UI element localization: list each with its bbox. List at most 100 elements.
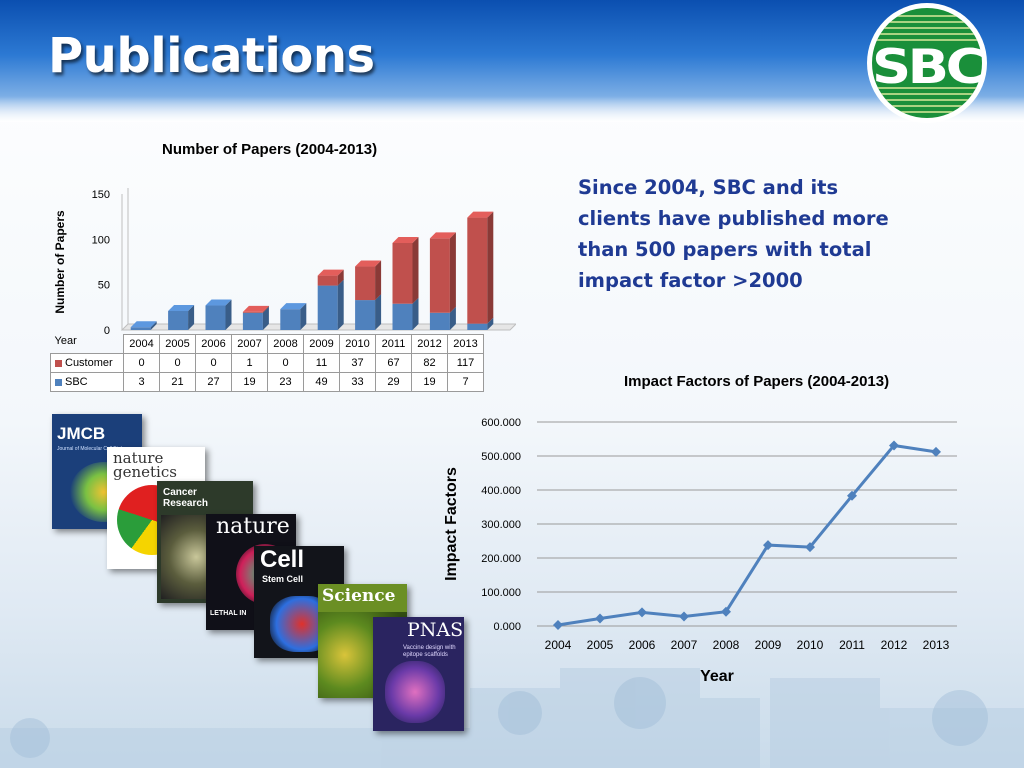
impact-factor-point bbox=[637, 607, 647, 618]
table-year-cell: 2006 bbox=[195, 334, 232, 354]
legend-customer-label: Customer bbox=[65, 357, 113, 369]
year-axis-label: Year bbox=[54, 334, 77, 347]
bar-sbc-side bbox=[337, 279, 344, 330]
table-sbc-value: 23 bbox=[267, 372, 304, 392]
impact-factor-point bbox=[763, 540, 773, 551]
cover-pnas-subtitle: Vaccine design with epitope scaffolds bbox=[403, 645, 456, 658]
table-customer-value: 0 bbox=[195, 353, 232, 373]
bar-sbc bbox=[467, 323, 488, 330]
cover-nature-subtitle: LETHAL IN bbox=[210, 610, 247, 617]
table-row-customer: Customer 0 0 0 1 0 11 37 67 82 117 bbox=[50, 353, 484, 373]
line-x-tick-label: 2012 bbox=[881, 638, 908, 652]
table-customer-value: 1 bbox=[231, 353, 268, 373]
line-y-tick-label: 300.000 bbox=[481, 519, 521, 531]
line-chart-title: Impact Factors of Papers (2004-2013) bbox=[624, 373, 890, 390]
table-customer-value: 0 bbox=[159, 353, 196, 373]
table-row-years: Year 2004 2005 2006 2007 2008 2009 2010 2011 201… bbox=[51, 334, 484, 354]
legend-sbc: SBC bbox=[50, 372, 124, 392]
bar-customer bbox=[392, 242, 413, 304]
table-row-sbc: SBC 3 21 27 19 23 49 33 29 19 7 bbox=[50, 372, 484, 392]
bar-customer bbox=[355, 266, 376, 301]
table-sbc-value: 19 bbox=[411, 372, 448, 392]
bar-chart-title: Number of Papers (2004-2013) bbox=[162, 141, 378, 158]
line-y-tick-label: 100.000 bbox=[481, 587, 521, 599]
background-buildings bbox=[0, 668, 1024, 768]
line-y-tick-label: 500.000 bbox=[481, 451, 521, 463]
bar-y-axis-label: Number of Papers bbox=[53, 210, 67, 314]
sbc-logo: SBC bbox=[867, 3, 987, 123]
table-sbc-value: 29 bbox=[375, 372, 412, 392]
sbc-swatch bbox=[55, 378, 62, 386]
bar-customer-side bbox=[412, 236, 419, 304]
bar-top bbox=[168, 304, 195, 311]
table-year-cell: 2008 bbox=[267, 334, 304, 354]
bar-sbc bbox=[280, 309, 301, 330]
table-sbc-value: 7 bbox=[447, 372, 484, 392]
cover-pnas-title: PNAS bbox=[407, 619, 464, 641]
cover-cell-subtitle: Stem Cell bbox=[262, 574, 304, 584]
bar-customer bbox=[467, 217, 488, 324]
line-x-tick-label: 2007 bbox=[671, 638, 698, 652]
bar-top bbox=[242, 305, 269, 312]
table-year-cell: 2013 bbox=[447, 334, 484, 354]
bar-y-tick-label: 150 bbox=[92, 189, 110, 201]
table-sbc-value: 19 bbox=[231, 372, 268, 392]
bar-sbc-side bbox=[300, 303, 307, 330]
bar-sbc-side bbox=[487, 317, 494, 330]
line-y-tick-label: 0.000 bbox=[493, 621, 521, 633]
table-sbc-value: 3 bbox=[123, 372, 160, 392]
data-table: Year 2004 2005 2006 2007 2008 2009 2010 2011 201… bbox=[50, 334, 484, 392]
bar-customer bbox=[317, 275, 338, 286]
legend-sbc-label: SBC bbox=[65, 376, 88, 388]
table-sbc-value: 21 bbox=[159, 372, 196, 392]
bar-sbc-side bbox=[375, 294, 382, 330]
line-x-tick-label: 2008 bbox=[713, 638, 740, 652]
cover-jmcb-subtitle: Journal of Molecular Cell Biology bbox=[57, 446, 130, 452]
table-sbc-value: 49 bbox=[303, 372, 340, 392]
impact-factor-point bbox=[889, 440, 899, 451]
impact-factor-point bbox=[847, 490, 857, 501]
bar-sbc bbox=[205, 305, 226, 330]
bar-top bbox=[467, 211, 494, 218]
line-y-tick-label: 200.000 bbox=[481, 553, 521, 565]
bar-sbc-side bbox=[225, 299, 232, 330]
impact-factor-point bbox=[721, 606, 731, 617]
table-year-cell: 2010 bbox=[339, 334, 376, 354]
table-customer-value: 67 bbox=[375, 353, 412, 373]
cover-nature-genetics-title: nature genetics bbox=[113, 449, 177, 481]
bar-y-tick-label: 100 bbox=[92, 234, 110, 246]
cover-jmcb-title: JMCB bbox=[57, 424, 106, 443]
bar-sbc bbox=[130, 327, 151, 330]
table-year-cell: 2012 bbox=[411, 334, 448, 354]
table-year-cell: 2007 bbox=[231, 334, 268, 354]
bar-top bbox=[280, 303, 307, 310]
bar-top bbox=[392, 236, 419, 243]
bar-sbc-side bbox=[262, 306, 269, 330]
line-y-tick-label: 400.000 bbox=[481, 485, 521, 497]
bar-sbc bbox=[429, 312, 450, 330]
bar-sbc bbox=[317, 285, 338, 330]
impact-factor-line bbox=[557, 443, 937, 627]
bar-sbc bbox=[355, 300, 376, 330]
table-customer-value: 11 bbox=[303, 353, 340, 373]
impact-factor-point bbox=[679, 611, 689, 622]
table-customer-value: 117 bbox=[447, 353, 484, 373]
bar-top bbox=[355, 260, 382, 267]
cover-science-title: Science bbox=[322, 586, 396, 606]
bar-sbc bbox=[242, 312, 263, 330]
bar-customer-side bbox=[375, 260, 382, 301]
line-y-axis-label: Impact Factors bbox=[443, 467, 460, 581]
impact-factor-point bbox=[553, 619, 563, 630]
bar-top bbox=[130, 321, 157, 328]
cover-nature-title: nature bbox=[216, 514, 290, 539]
table-year-cell: 2004 bbox=[123, 334, 160, 354]
impact-factor-point bbox=[931, 446, 941, 457]
table-year-cell: 2005 bbox=[159, 334, 196, 354]
header-band bbox=[0, 0, 1024, 122]
bar-top bbox=[205, 299, 232, 306]
line-x-tick-label: 2004 bbox=[545, 638, 572, 652]
cover-pnas-art bbox=[385, 661, 445, 723]
table-sbc-value: 33 bbox=[339, 372, 376, 392]
cover-cell-title: Cell bbox=[260, 546, 305, 573]
bar-top bbox=[317, 269, 344, 276]
